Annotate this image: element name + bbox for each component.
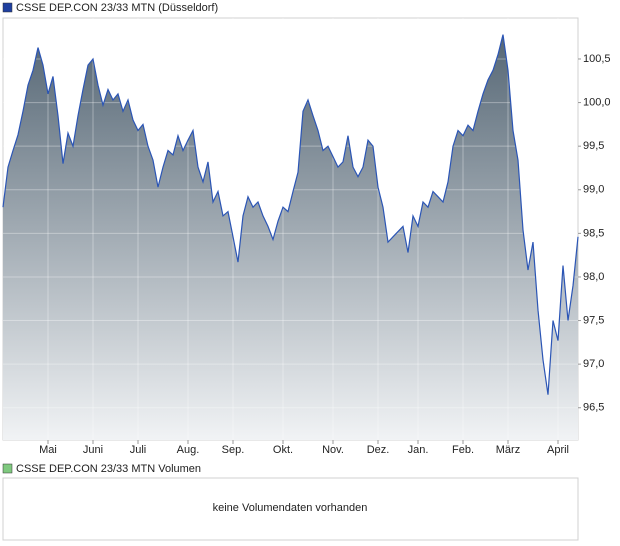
y-tick-label: 99,5 (583, 140, 604, 152)
legend-label: CSSE DEP.CON 23/33 MTN Volumen (16, 463, 201, 475)
y-tick-label: 100,0 (583, 96, 611, 108)
volume-message: keine Volumendaten vorhanden (213, 502, 368, 514)
y-tick-label: 99,0 (583, 184, 604, 196)
x-tick-label: Feb. (452, 444, 474, 456)
price-line (2, 34, 579, 395)
y-tick-label: 98,0 (583, 271, 604, 283)
legend-swatch (2, 463, 13, 474)
x-tick-label: Mai (39, 444, 57, 456)
x-tick-label: April (547, 444, 569, 456)
x-tick-label: Dez. (367, 444, 390, 456)
x-tick-label: Juli (130, 444, 147, 456)
y-tick-label: 100,5 (583, 53, 611, 65)
x-tick-label: Aug. (177, 444, 200, 456)
x-tick-label: Nov. (322, 444, 344, 456)
x-tick-label: Sep. (222, 444, 245, 456)
y-tick-label: 97,5 (583, 314, 604, 326)
legend-label: CSSE DEP.CON 23/33 MTN (Düsseldorf) (16, 2, 218, 14)
x-tick-label: Jan. (408, 444, 429, 456)
legend-swatch (2, 2, 13, 13)
area (3, 34, 578, 440)
y-tick-label: 97,0 (583, 358, 604, 370)
y-tick-label: 98,5 (583, 227, 604, 239)
y-tick-label: 96,5 (583, 402, 604, 414)
volume-frame (2, 477, 579, 541)
x-tick-label: März (496, 444, 520, 456)
x-tick-label: Juni (83, 444, 103, 456)
x-tick-label: Okt. (273, 444, 293, 456)
